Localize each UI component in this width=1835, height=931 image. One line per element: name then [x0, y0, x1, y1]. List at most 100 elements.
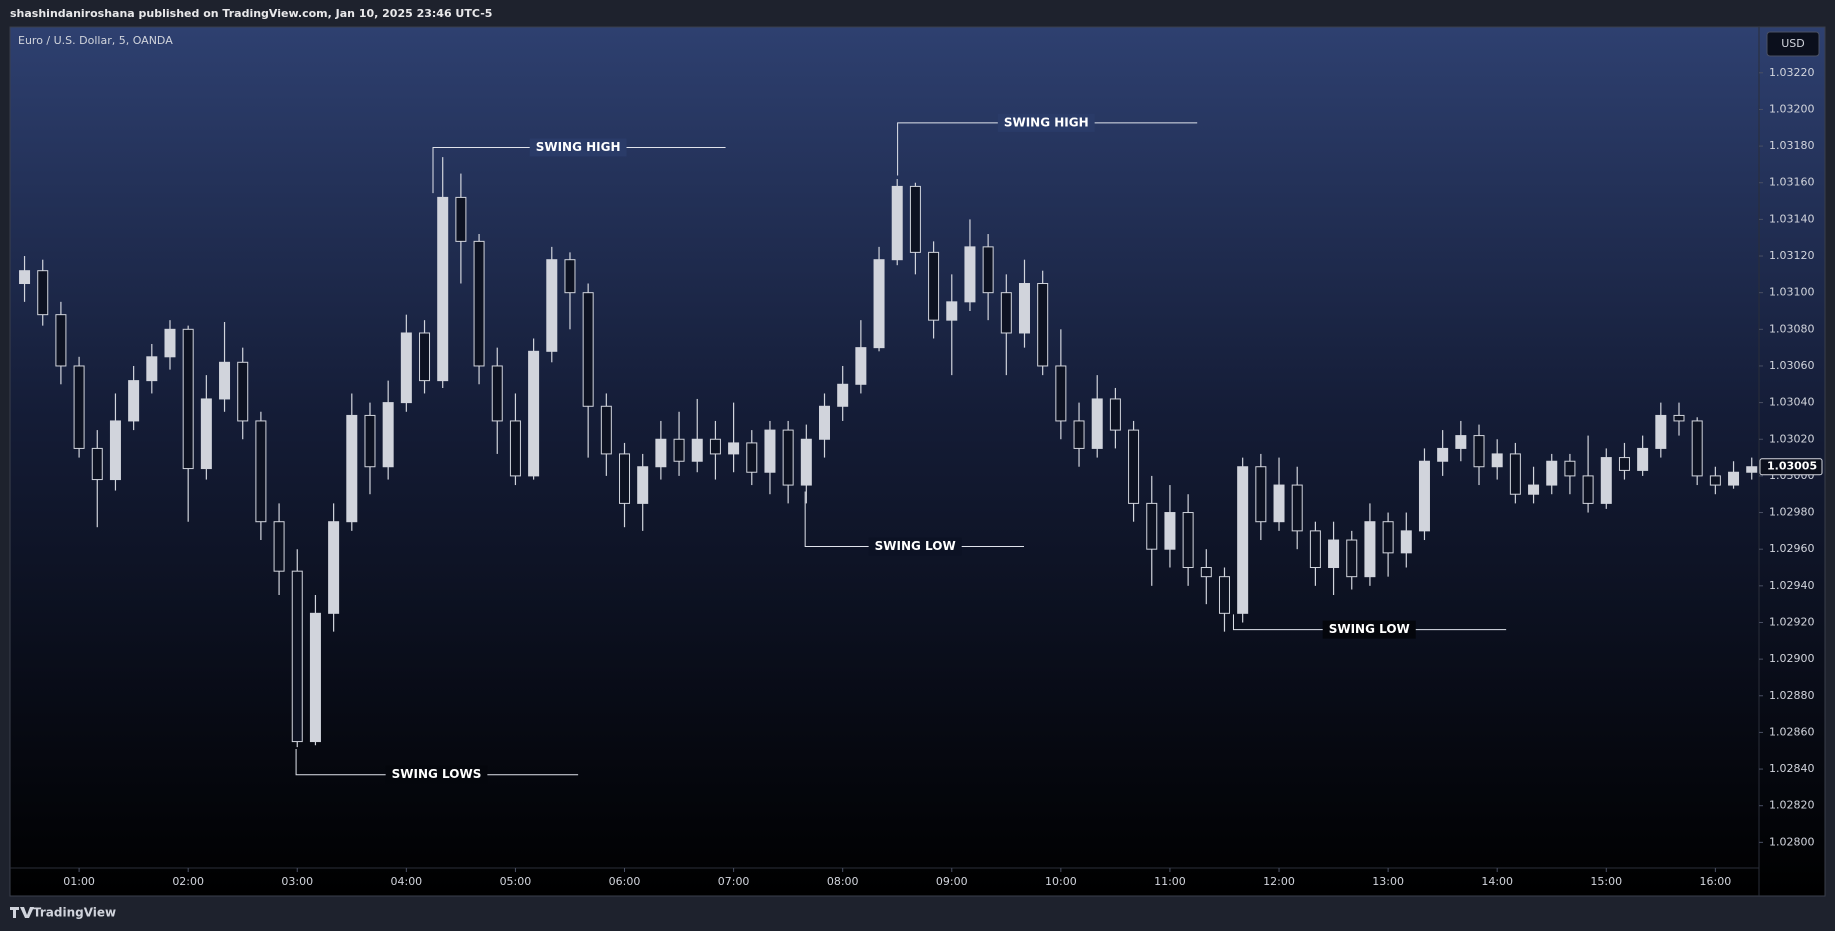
x-tick-label: 11:00	[1154, 875, 1186, 888]
candle-body	[1164, 512, 1176, 550]
y-tick-label: 1.02980	[1769, 506, 1815, 519]
y-tick-label: 1.03040	[1769, 396, 1815, 409]
y-tick-label: 1.03020	[1769, 432, 1815, 445]
annotation-bg	[997, 113, 1095, 132]
y-tick-label: 1.02800	[1769, 835, 1815, 848]
candle-body	[55, 314, 67, 367]
candle-body	[1200, 567, 1212, 578]
currency-label[interactable]: USD	[1781, 37, 1805, 50]
annotation-line	[432, 146, 726, 194]
annotation-label: SWING LOW	[875, 539, 956, 553]
candle-body	[1073, 420, 1085, 449]
candle-body	[291, 570, 303, 743]
candle-body	[1600, 457, 1612, 504]
candle-body	[255, 420, 267, 523]
candle-body	[400, 332, 412, 404]
candle-body	[1564, 460, 1576, 477]
candle-body	[1291, 484, 1303, 532]
candle-body	[19, 270, 31, 285]
candle-body	[964, 246, 976, 303]
candle-body	[364, 414, 376, 468]
current-price-label: 1.03005	[1767, 460, 1817, 473]
annotation-bg	[868, 537, 962, 556]
candle-body	[909, 185, 921, 253]
x-tick-label: 14:00	[1481, 875, 1513, 888]
candle-body	[1618, 457, 1630, 471]
annotation-label: SWING HIGH	[536, 140, 621, 154]
candle-body	[1328, 539, 1340, 569]
candle-body	[328, 521, 340, 614]
candle-body	[782, 429, 794, 486]
candle-body	[1637, 447, 1649, 471]
candle-body	[673, 438, 685, 462]
candle-body	[1364, 521, 1376, 578]
y-tick-label: 1.02820	[1769, 799, 1815, 812]
candle-body	[309, 612, 321, 743]
candle-body	[419, 332, 431, 382]
candle-body	[1000, 292, 1012, 334]
y-tick-label: 1.03140	[1769, 212, 1815, 225]
candle-body	[819, 405, 831, 440]
annotation-bg	[1322, 620, 1416, 639]
candle-body	[1055, 365, 1067, 422]
candle-body	[382, 402, 394, 468]
publish-info: shashindaniroshana published on TradingV…	[10, 7, 492, 20]
candle-body	[582, 292, 594, 407]
candle-body	[800, 438, 812, 486]
annotation-label: SWING LOWS	[392, 767, 482, 781]
candle-body	[237, 361, 249, 422]
candle-body	[619, 453, 631, 504]
y-tick-label: 1.03220	[1769, 66, 1815, 79]
annotation-bg	[385, 765, 488, 784]
currency-button[interactable]	[1766, 31, 1820, 57]
candle-body	[1037, 283, 1049, 367]
candle-body	[1182, 512, 1194, 569]
candle-body	[1091, 398, 1103, 449]
candle-body	[1455, 435, 1467, 449]
candle-body	[1582, 475, 1594, 504]
candle-body	[982, 246, 994, 294]
y-tick-label: 1.03200	[1769, 102, 1815, 115]
candle-body	[1746, 466, 1758, 473]
candle-body	[491, 365, 503, 422]
x-tick-label: 10:00	[1045, 875, 1077, 888]
candle-body	[219, 361, 231, 400]
x-tick-label: 08:00	[827, 875, 859, 888]
current-price-tag	[1759, 458, 1823, 476]
candle-body	[1400, 530, 1412, 554]
y-tick-label: 1.03160	[1769, 176, 1815, 189]
candle-body	[1255, 466, 1267, 523]
candle-body	[1128, 429, 1140, 504]
candle-body	[1655, 414, 1667, 449]
candle-body	[346, 414, 358, 523]
annotation-label: SWING HIGH	[1004, 115, 1089, 129]
candle-body	[1546, 460, 1558, 486]
x-tick-label: 02:00	[172, 875, 204, 888]
candle-body	[709, 438, 721, 455]
candle-body	[73, 365, 85, 449]
candle-body	[1473, 435, 1485, 468]
candle-body	[946, 301, 958, 321]
x-tick-label: 05:00	[500, 875, 532, 888]
candle-body	[528, 350, 540, 477]
candle-body	[455, 196, 467, 242]
x-tick-label: 16:00	[1700, 875, 1732, 888]
y-tick-label: 1.03120	[1769, 249, 1815, 262]
candle-body	[146, 356, 158, 382]
candle-body	[1109, 398, 1121, 431]
candle-body	[1528, 484, 1540, 495]
y-tick-label: 1.02900	[1769, 652, 1815, 665]
symbol-title: Euro / U.S. Dollar, 5, OANDA	[18, 34, 173, 47]
candle-body	[1509, 453, 1521, 495]
candle-body	[1309, 530, 1321, 569]
x-tick-label: 13:00	[1372, 875, 1404, 888]
candle-body	[273, 521, 285, 572]
candle-body	[473, 240, 485, 367]
candle-body	[164, 328, 176, 358]
candle-body	[1382, 521, 1394, 554]
candle-body	[837, 383, 849, 407]
y-tick-label: 1.02860	[1769, 725, 1815, 738]
x-tick-label: 07:00	[718, 875, 750, 888]
